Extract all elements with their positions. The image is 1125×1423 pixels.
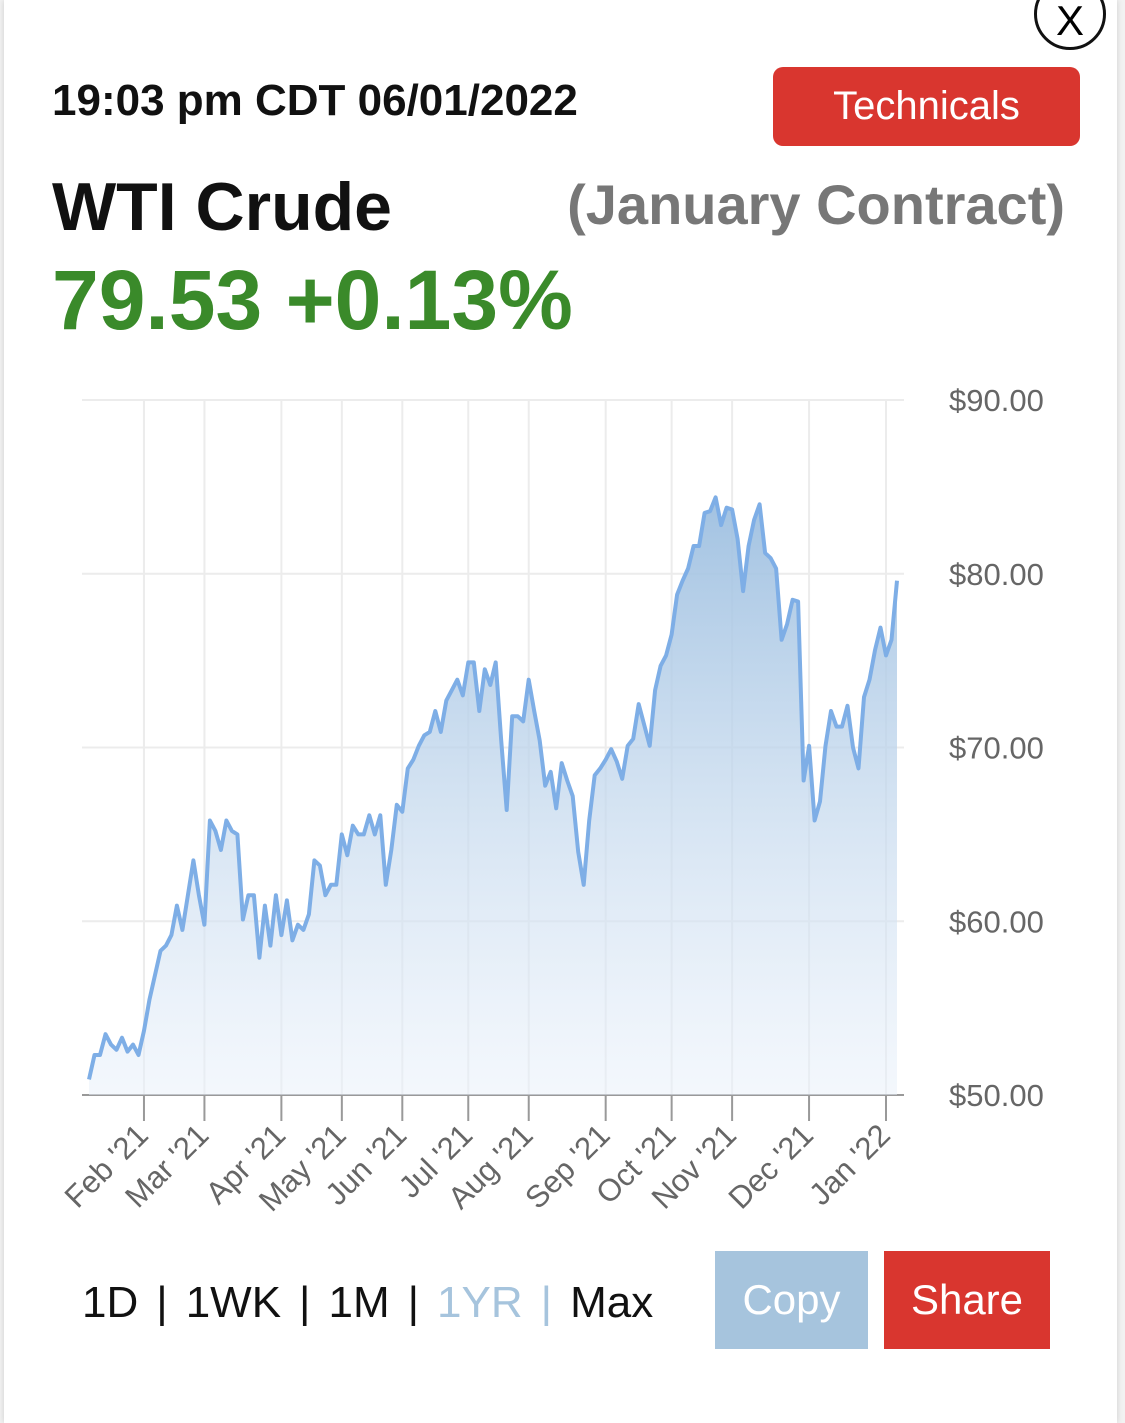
- y-tick-label: $90.00: [949, 383, 1044, 418]
- instrument-name: WTI Crude: [52, 169, 392, 245]
- x-tick-label: Dec '21: [722, 1117, 820, 1215]
- change: +0.13%: [285, 253, 573, 347]
- y-tick-label: $80.00: [949, 557, 1044, 592]
- price-line: [87, 495, 899, 1080]
- area-fill: [89, 497, 897, 1095]
- price: 79.53: [52, 253, 263, 347]
- y-tick-label: $50.00: [949, 1078, 1044, 1113]
- range-selector: 1D | 1WK | 1M | 1YR | Max: [82, 1278, 653, 1328]
- close-button[interactable]: X: [1034, 0, 1106, 50]
- range-option[interactable]: Max: [570, 1278, 654, 1327]
- contract: (January Contract): [567, 173, 1065, 236]
- technicals-button[interactable]: Technicals: [773, 67, 1080, 146]
- range-option[interactable]: 1M: [328, 1278, 390, 1327]
- range-option[interactable]: 1YR: [437, 1278, 523, 1327]
- separator: |: [540, 1278, 553, 1327]
- range-option[interactable]: 1D: [82, 1278, 139, 1327]
- copy-button[interactable]: Copy: [715, 1251, 868, 1349]
- separator: |: [156, 1278, 168, 1327]
- y-tick-label: $60.00: [949, 904, 1044, 939]
- separator: |: [407, 1278, 420, 1327]
- quote-card: $50.00 $60.00 $70.00 $80.00 $90.00 Feb '21 Mar…: [4, 0, 1117, 1423]
- price-line: 79.53 +0.13%: [52, 252, 573, 349]
- timestamp: 19:03 pm CDT 06/01/2022: [52, 76, 578, 125]
- separator: |: [299, 1278, 311, 1327]
- range-option[interactable]: 1WK: [185, 1278, 282, 1327]
- y-tick-label: $70.00: [949, 731, 1044, 766]
- share-button[interactable]: Share: [884, 1251, 1050, 1349]
- x-tick-label: Jan '22: [802, 1117, 897, 1212]
- x-tick-label: Sep '21: [518, 1117, 616, 1215]
